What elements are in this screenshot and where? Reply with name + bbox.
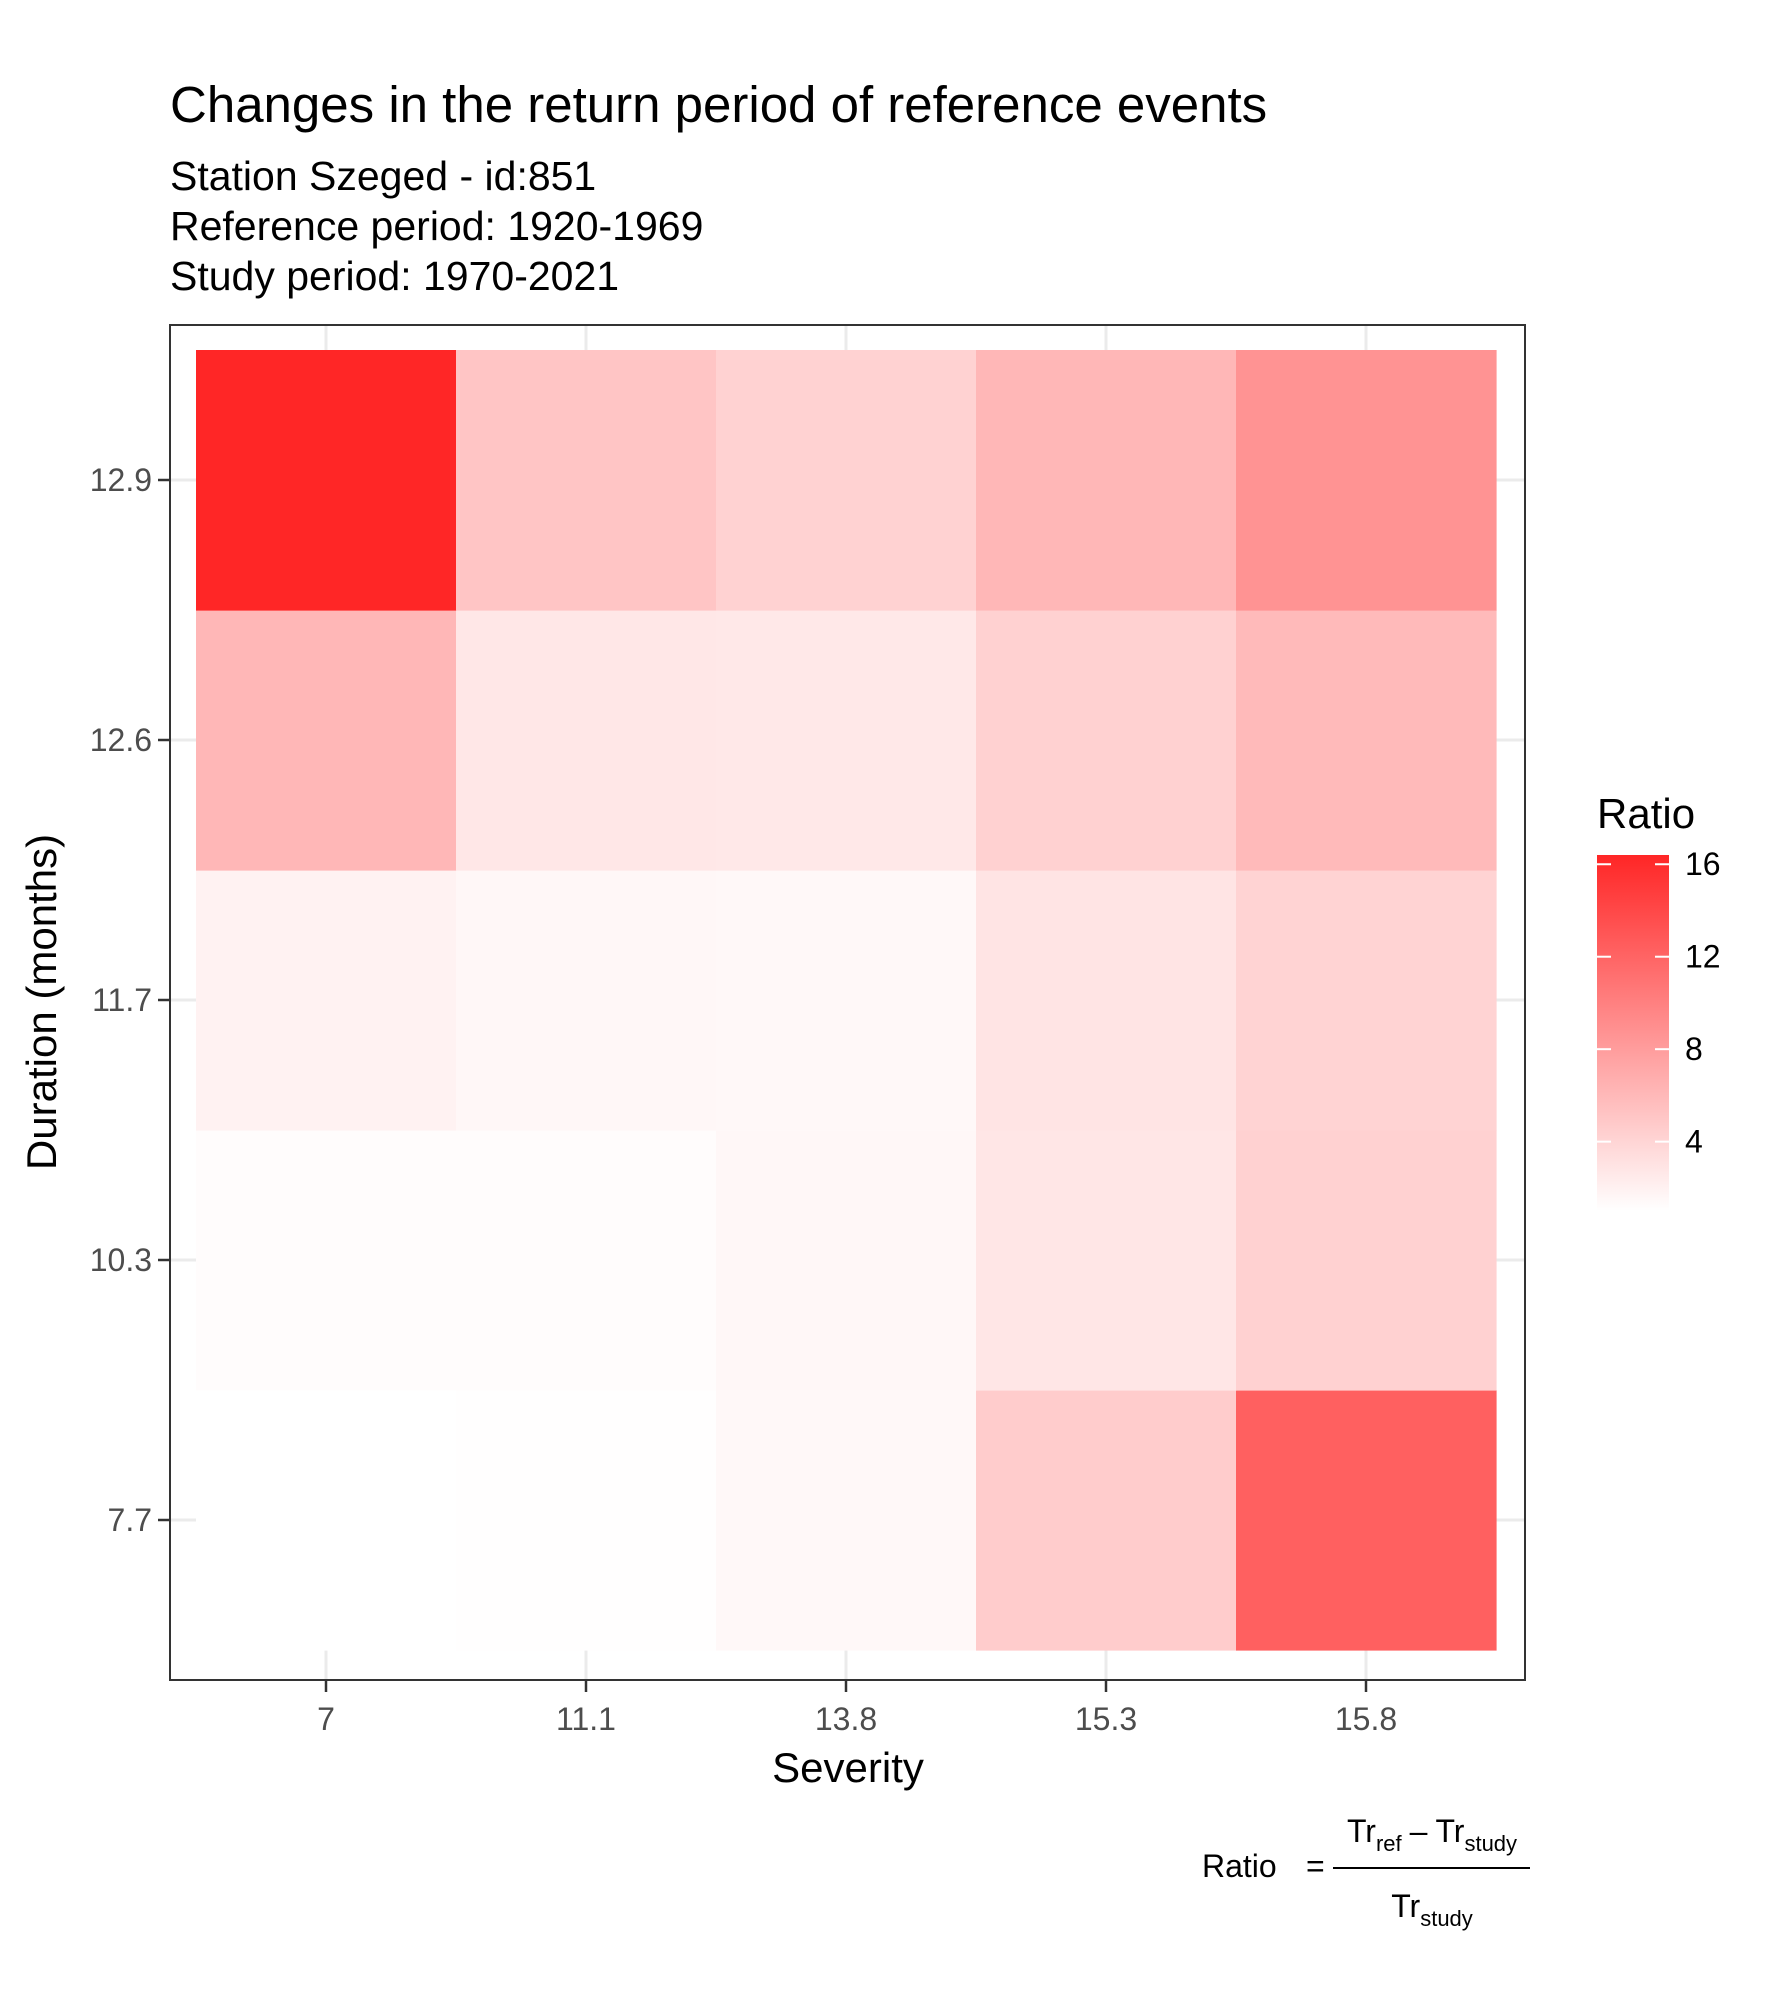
y-tick-label: 12.6 — [90, 722, 152, 758]
denominator-tr: Tr — [1391, 1888, 1420, 1924]
y-axis-ticks: 7.7 10.3 11.7 12.6 12.9 — [90, 462, 170, 1538]
formula-numerator: Trref – Trstudy — [1347, 1813, 1517, 1856]
x-tick-label: 15.8 — [1335, 1701, 1397, 1737]
ratio-formula: Ratio = Trref – Trstudy Trstudy — [1202, 1813, 1530, 1931]
heatmap-cell — [976, 1130, 1237, 1391]
heatmap-cell — [976, 610, 1237, 871]
legend-tick-label: 4 — [1685, 1124, 1703, 1160]
heatmap-cells — [196, 350, 1497, 1651]
heatmap-cell — [1236, 1130, 1497, 1391]
formula-equals: = — [1306, 1848, 1325, 1884]
numerator-tr-ref: Tr — [1347, 1813, 1376, 1849]
panel-border — [169, 324, 1526, 1681]
x-tick-label: 11.1 — [556, 1701, 616, 1737]
heatmap-cell — [716, 870, 977, 1131]
color-legend: Ratio 4 8 12 16 — [1597, 790, 1721, 1211]
plot-panel — [169, 324, 1526, 1681]
heatmap-cell — [456, 350, 717, 611]
heatmap-cell — [976, 870, 1237, 1131]
heatmap-cell — [1236, 1390, 1497, 1651]
x-axis-ticks: 7 11.1 13.8 15.3 15.8 — [317, 1680, 1397, 1737]
heatmap-cell — [456, 870, 717, 1131]
numerator-tr-study: Tr — [1435, 1813, 1464, 1849]
y-tick-label: 11.7 — [92, 982, 152, 1018]
legend-ticks: 4 8 12 16 — [1597, 846, 1721, 1160]
legend-tick-label: 16 — [1685, 846, 1721, 882]
formula-denominator: Trstudy — [1391, 1888, 1473, 1931]
x-tick-label: 15.3 — [1075, 1701, 1137, 1737]
subtitle-study-period: Study period: 1970-2021 — [170, 253, 619, 299]
y-tick-label: 7.7 — [108, 1502, 152, 1538]
legend-tick-label: 12 — [1685, 939, 1721, 975]
heatmap-cell — [976, 350, 1237, 611]
heatmap-cell — [716, 610, 977, 871]
heatmap-cell — [976, 1390, 1237, 1651]
heatmap-cell — [456, 610, 717, 871]
heatmap-cell — [196, 1130, 457, 1391]
heatmap-cell — [716, 1130, 977, 1391]
x-tick-label: 7 — [317, 1701, 335, 1737]
numerator-sub-ref: ref — [1376, 1831, 1403, 1856]
heatmap-cell — [1236, 350, 1497, 611]
numerator-minus: – — [1410, 1813, 1428, 1849]
heatmap-cell — [456, 1130, 717, 1391]
denominator-sub-study: study — [1420, 1906, 1473, 1931]
x-tick-label: 13.8 — [815, 1701, 877, 1737]
heatmap-cell — [196, 610, 457, 871]
legend-tick-label: 8 — [1685, 1031, 1703, 1067]
formula-lhs: Ratio — [1202, 1848, 1277, 1884]
legend-title: Ratio — [1597, 790, 1695, 837]
heatmap-cell — [456, 1390, 717, 1651]
y-tick-label: 10.3 — [90, 1242, 152, 1278]
legend-colorbar — [1597, 855, 1669, 1211]
x-axis-title: Severity — [772, 1744, 924, 1791]
y-tick-label: 12.9 — [90, 462, 152, 498]
heatmap-cell — [196, 350, 457, 611]
heatmap-cell — [196, 1390, 457, 1651]
numerator-sub-study: study — [1464, 1831, 1517, 1856]
y-axis-title: Duration (months) — [18, 834, 65, 1170]
heatmap-cell — [716, 1390, 977, 1651]
heatmap-cell — [196, 870, 457, 1131]
heatmap-cell — [1236, 870, 1497, 1131]
heatmap-cell — [1236, 610, 1497, 871]
subtitle-station: Station Szeged - id:851 — [170, 153, 596, 199]
heatmap-cell — [716, 350, 977, 611]
subtitle-reference-period: Reference period: 1920-1969 — [170, 203, 703, 249]
chart-title: Changes in the return period of referenc… — [170, 76, 1267, 133]
